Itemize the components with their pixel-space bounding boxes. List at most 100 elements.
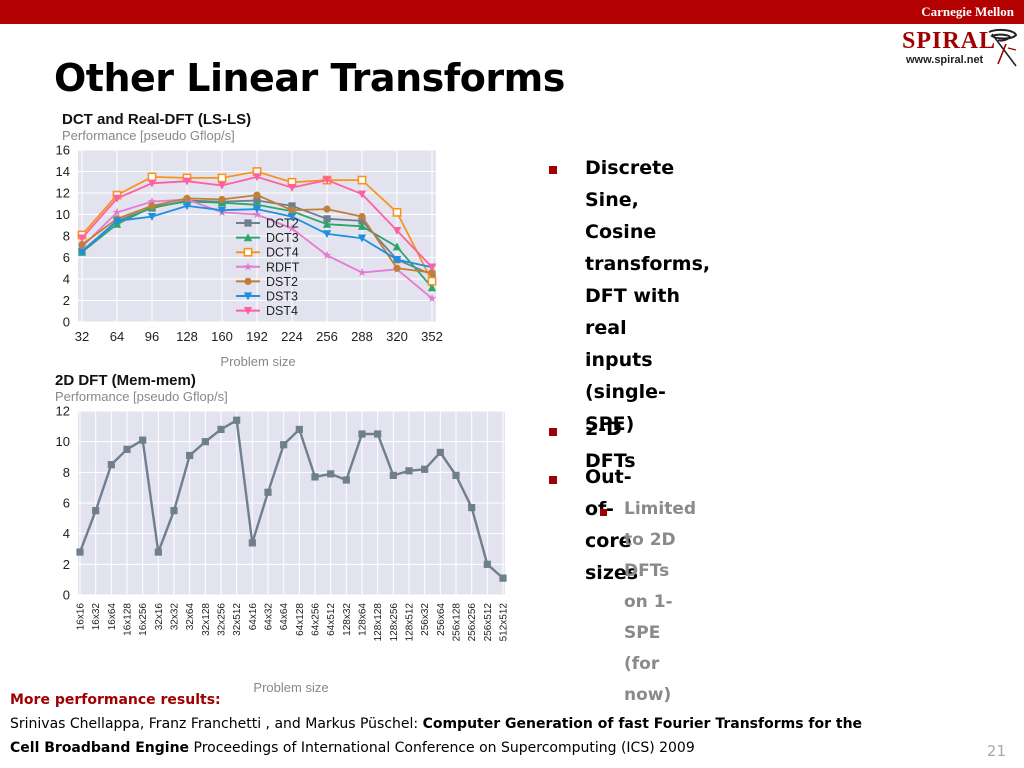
x-tick-label: 256x512 [483, 603, 494, 642]
data-point [217, 206, 227, 215]
x-tick-label: 16x32 [91, 603, 102, 631]
data-point [436, 448, 444, 456]
bullet-line: Out-of-core sizes [585, 466, 639, 584]
spiral-icon [988, 28, 1018, 67]
data-point [389, 471, 397, 479]
chart1-subtitle: Performance [pseudo Gflop/s] [62, 128, 235, 143]
data-point [218, 195, 226, 204]
data-point [322, 219, 332, 228]
x-tick-label: 352 [421, 329, 443, 344]
x-tick-label: 128x128 [373, 603, 384, 642]
data-point [357, 190, 367, 199]
data-point [217, 173, 227, 183]
y-tick-label: 8 [63, 229, 70, 244]
data-point [427, 276, 437, 286]
data-point [288, 202, 296, 210]
x-axis-label: Problem size [253, 680, 328, 695]
data-point [499, 574, 507, 582]
x-tick-label: 256x128 [452, 603, 463, 642]
data-point [392, 256, 402, 264]
spiral-logo: SPIRAL www.spiral.net [898, 26, 1022, 72]
data-point [183, 194, 191, 202]
bullet-marker [549, 428, 557, 436]
legend-label: DCT3 [266, 231, 299, 245]
data-point [233, 416, 241, 424]
x-tick-label: 288 [351, 329, 373, 344]
sub-bullet-line: Limited to 2D DFTs on 1-SPE [624, 499, 697, 643]
x-tick-label: 128 [176, 329, 198, 344]
legend-label: DCT2 [266, 217, 299, 231]
x-tick-label: 16x128 [123, 603, 134, 636]
x-tick-label: 224 [281, 329, 303, 344]
y-tick-label: 4 [63, 526, 70, 541]
data-point [217, 181, 227, 190]
data-point [393, 264, 401, 272]
y-tick-label: 6 [63, 250, 70, 265]
data-point [123, 445, 131, 453]
x-tick-label: 256 [316, 329, 338, 344]
chart1-title: DCT and Real-DFT (LS-LS) [62, 111, 252, 128]
data-point [392, 242, 402, 251]
series-line [78, 418, 504, 580]
data-point [253, 196, 261, 205]
citation-line-1: Srinivas Chellappa, Franz Franchetti , a… [10, 716, 862, 732]
x-tick-label: 256x256 [467, 603, 478, 642]
x-tick-label: 320 [386, 329, 408, 344]
data-point [322, 230, 332, 239]
sub-bullet-line: (for now) [624, 654, 672, 705]
data-point [182, 177, 192, 186]
citation-title-part-1: Computer Generation of fast Fourier Tran… [422, 716, 863, 732]
data-point [392, 207, 402, 217]
bullet-marker [549, 476, 557, 484]
citation-title-part-2: Cell Broadband Engine [10, 740, 190, 756]
sub-bullet-item: Limited to 2D DFTs on 1-SPE (for now) [624, 494, 696, 711]
data-point [322, 176, 332, 185]
slide-title: Other Linear Transforms [54, 56, 565, 100]
data-point [154, 548, 162, 556]
x-tick-label: 96 [145, 329, 159, 344]
y-tick-label: 0 [63, 588, 70, 603]
x-tick-label: 64x64 [279, 603, 290, 631]
citation-authors: Srinivas Chellappa, Franz Franchetti , a… [10, 716, 423, 732]
data-point [252, 205, 262, 214]
legend-swatch-marker [244, 277, 252, 285]
data-point [421, 465, 429, 473]
chart2-subtitle: Performance [pseudo Gflop/s] [55, 389, 228, 404]
data-point [147, 197, 157, 206]
x-tick-label: 64x128 [295, 603, 306, 636]
slide-number: 21 [986, 742, 1006, 760]
data-point [357, 267, 367, 277]
data-point [147, 179, 157, 188]
more-results-label: More performance results: [10, 692, 221, 708]
y-tick-label: 12 [56, 186, 70, 201]
x-tick-label: 32x16 [154, 603, 165, 631]
y-tick-label: 10 [56, 434, 70, 449]
x-tick-label: 128x256 [389, 603, 400, 642]
y-tick-label: 2 [63, 557, 70, 572]
x-tick-label: 32 [75, 329, 89, 344]
bullet-line: inputs (single-SPE) [585, 349, 666, 435]
data-point [311, 473, 319, 481]
data-point [358, 213, 366, 221]
data-point [358, 430, 366, 438]
x-tick-label: 128x512 [405, 603, 416, 642]
bullet-line: transforms, DFT with real [585, 253, 711, 339]
x-tick-label: 64x16 [248, 603, 259, 631]
y-tick-label: 6 [63, 496, 70, 511]
bullet-item: Discrete Sine, Cosine transforms, DFT wi… [585, 152, 710, 440]
data-point [78, 241, 86, 249]
data-point [76, 548, 84, 556]
x-axis-label: Problem size [220, 354, 295, 369]
data-point [182, 202, 192, 211]
legend-swatch-marker [243, 262, 253, 271]
x-tick-label: 256x64 [436, 603, 447, 636]
x-tick-label: 64x512 [326, 603, 337, 636]
data-point [252, 173, 262, 182]
data-point [468, 504, 476, 512]
x-tick-label: 32x128 [201, 603, 212, 636]
data-point [280, 441, 288, 449]
x-tick-label: 32x256 [217, 603, 228, 636]
citation-venue: Proceedings of International Conference … [189, 740, 695, 756]
data-point [405, 467, 413, 475]
